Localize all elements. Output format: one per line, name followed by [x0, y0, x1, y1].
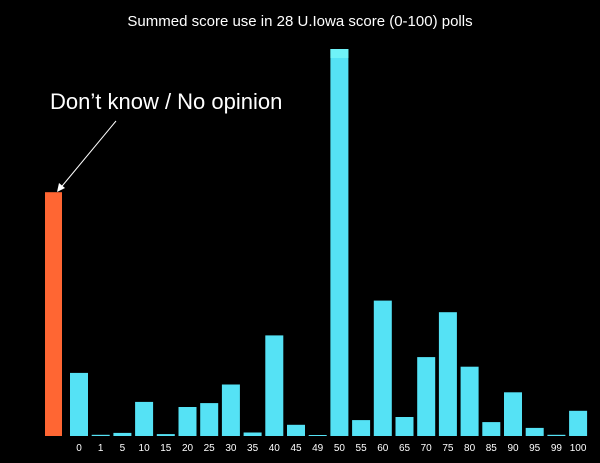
bar-score-49 — [308, 435, 327, 436]
tick-label-95: 95 — [529, 443, 541, 454]
bar-score-60 — [373, 300, 392, 436]
bar-score-20 — [178, 407, 197, 436]
tick-label-15: 15 — [160, 443, 172, 454]
bar-score-5 — [113, 432, 132, 436]
tick-label-49: 49 — [312, 443, 324, 454]
bar-score-10 — [135, 401, 154, 436]
bar-score-45 — [287, 424, 305, 436]
tick-label-75: 75 — [442, 443, 454, 454]
tick-label-1: 1 — [98, 443, 104, 454]
chart-title: Summed score use in 28 U.Iowa score (0-1… — [127, 13, 472, 30]
bar-score-25 — [200, 403, 219, 436]
tick-label-50: 50 — [334, 443, 346, 454]
tick-label-90: 90 — [507, 443, 519, 454]
bar-score-55 — [352, 420, 371, 436]
annotation-arrow — [57, 120, 117, 192]
bar-score-70 — [417, 357, 436, 436]
bar-score-0 — [70, 372, 88, 436]
bar-score-15 — [156, 434, 175, 436]
bar-score-90 — [504, 392, 522, 436]
bar-score-99 — [547, 434, 566, 436]
dont-know-annotation: Don’t know / No opinion — [50, 89, 282, 114]
tick-label-55: 55 — [356, 443, 368, 454]
tick-label-65: 65 — [399, 443, 411, 454]
tick-label-80: 80 — [464, 443, 476, 454]
tick-label-99: 99 — [551, 443, 563, 454]
tick-label-60: 60 — [377, 443, 389, 454]
tick-label-35: 35 — [247, 443, 259, 454]
annotation-arrowhead — [57, 183, 65, 192]
bar-score-95 — [525, 427, 544, 436]
bar-score-50 — [330, 49, 349, 436]
bar-score-1 — [91, 434, 110, 436]
tick-label-10: 10 — [139, 443, 151, 454]
tick-label-45: 45 — [290, 443, 302, 454]
tick-label-85: 85 — [486, 443, 498, 454]
tick-label-0: 0 — [76, 443, 82, 454]
tick-label-25: 25 — [204, 443, 216, 454]
tick-label-30: 30 — [225, 443, 237, 454]
tick-labels-group: 0 1 5 10 15 20 25 30 35 40 45 49 50 55 60 65 70 75 80 85 90 9… — [76, 443, 587, 454]
bar-score-65 — [395, 417, 414, 436]
bar-score-75 — [438, 312, 457, 436]
bars-group — [45, 49, 588, 436]
bar-score-100 — [569, 410, 588, 436]
dont-know-bar — [45, 192, 62, 436]
tick-label-70: 70 — [421, 443, 433, 454]
bar-score-35 — [243, 432, 262, 436]
tick-label-40: 40 — [269, 443, 281, 454]
bar-score-30 — [221, 384, 240, 436]
tick-label-5: 5 — [120, 443, 126, 454]
bar-cap-50 — [330, 49, 349, 58]
tick-label-20: 20 — [182, 443, 194, 454]
bar-score-85 — [482, 422, 501, 436]
bar-score-80 — [460, 366, 479, 436]
bar-score-40 — [265, 335, 284, 436]
tick-label-100: 100 — [570, 443, 587, 454]
